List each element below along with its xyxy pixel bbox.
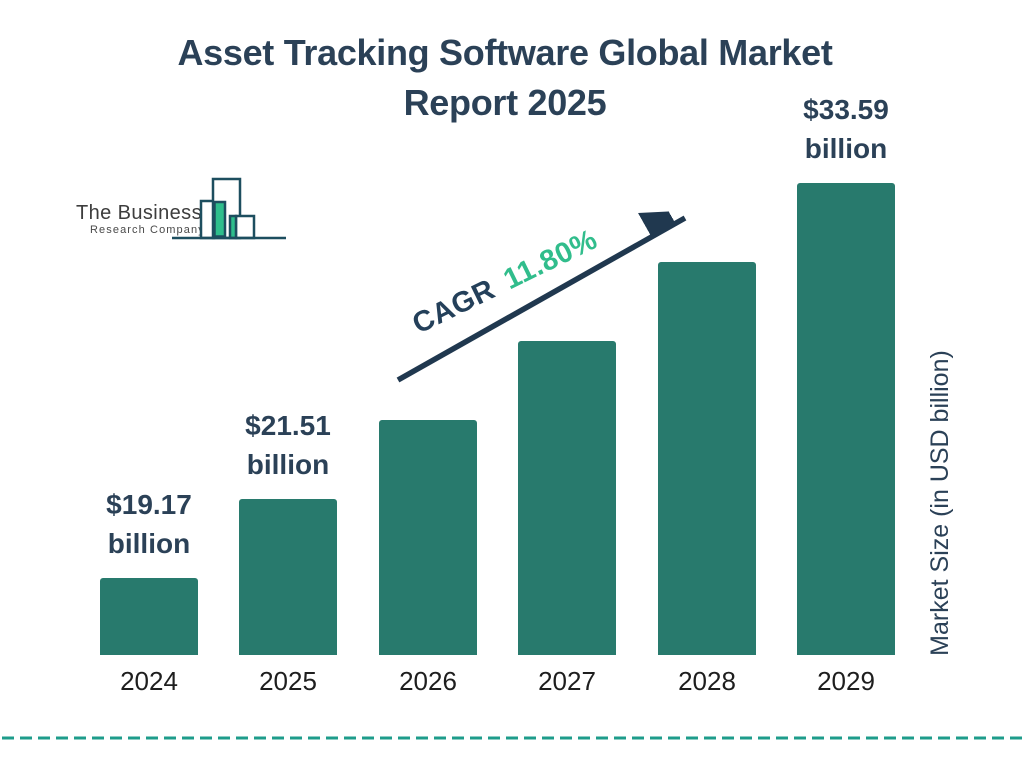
bar-2025 — [239, 499, 337, 655]
bar-column-2025: $21.51 billion 2025 — [239, 406, 337, 696]
bar-value-label-2024: $19.17 billion — [106, 489, 192, 559]
logo-name: The Business — [76, 202, 202, 224]
x-tick-2028: 2028 — [678, 666, 736, 696]
bottom-dashed-divider — [0, 729, 1024, 747]
y-axis-label: Market Size (in USD billion) — [926, 350, 954, 656]
bar-column-2024: $19.17 billion 2024 — [100, 485, 198, 696]
logo-text: The Business Research Company — [76, 202, 205, 236]
x-tick-2026: 2026 — [399, 666, 457, 696]
bar-column-2029: $33.59 billion 2029 — [797, 90, 895, 696]
bar-column-2027: 2027 — [518, 341, 616, 696]
company-logo: The Business Research Company — [70, 176, 290, 248]
x-tick-2025: 2025 — [259, 666, 317, 696]
bar-2026 — [379, 420, 477, 655]
x-tick-2027: 2027 — [538, 666, 596, 696]
bar-column-2028: 2028 — [658, 262, 756, 696]
title-line-1: Asset Tracking Software Global Market — [177, 32, 833, 73]
bar-value-label-2029: $33.59 billion — [803, 94, 889, 164]
bar-2028 — [658, 262, 756, 655]
bar-2029 — [797, 183, 895, 655]
bar-value-label-2025: $21.51 billion — [245, 410, 331, 480]
bar-2027 — [518, 341, 616, 655]
title-line-2: Report 2025 — [403, 82, 607, 123]
page-title: Asset Tracking Software Global Market Re… — [0, 28, 1010, 128]
x-tick-2029: 2029 — [817, 666, 875, 696]
cagr-growth-arrow-icon — [385, 198, 715, 398]
bar-2024 — [100, 578, 198, 655]
bar-chart-logo-icon — [170, 176, 290, 247]
bar-column-2026: 2026 — [379, 420, 477, 696]
x-tick-2024: 2024 — [120, 666, 178, 696]
logo-subname: Research Company — [90, 224, 205, 236]
